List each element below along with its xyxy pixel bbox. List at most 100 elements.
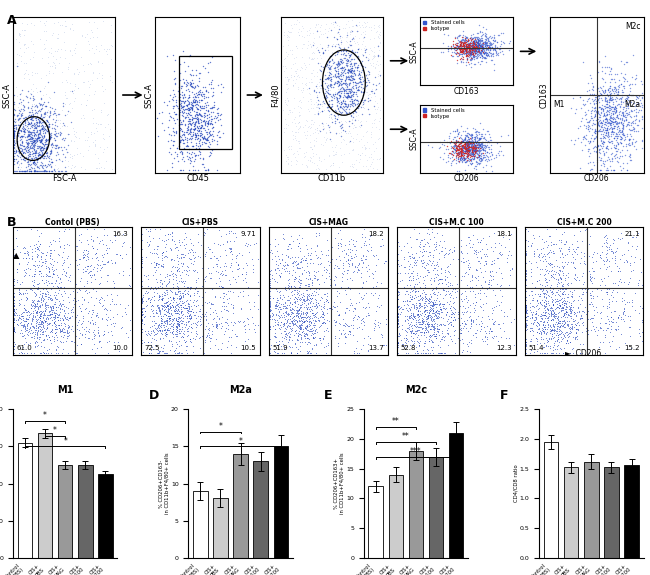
- Point: [423, 323, 434, 332]
- Point: [200, 105, 211, 114]
- Point: [553, 308, 564, 317]
- Point: [165, 286, 176, 295]
- Point: [441, 307, 452, 316]
- Point: [302, 316, 313, 325]
- Point: [15, 136, 25, 145]
- Point: [635, 95, 645, 105]
- Point: [450, 146, 461, 155]
- Point: [480, 41, 490, 51]
- Point: [88, 49, 99, 58]
- Point: [606, 325, 616, 334]
- Point: [599, 137, 610, 147]
- Point: [245, 240, 255, 249]
- Point: [476, 37, 486, 46]
- Point: [335, 78, 345, 87]
- Point: [332, 93, 342, 102]
- Point: [186, 327, 196, 336]
- Point: [446, 320, 456, 329]
- Point: [184, 148, 194, 158]
- Point: [408, 334, 418, 343]
- Point: [473, 147, 483, 156]
- Point: [40, 109, 51, 118]
- Point: [170, 109, 181, 118]
- Point: [306, 115, 316, 124]
- Point: [299, 265, 309, 274]
- Point: [303, 334, 313, 343]
- Point: [452, 147, 463, 156]
- Point: [437, 301, 448, 310]
- Point: [476, 43, 487, 52]
- Point: [9, 349, 20, 358]
- Point: [353, 71, 363, 80]
- Point: [201, 127, 211, 136]
- Point: [525, 305, 535, 315]
- Point: [551, 284, 561, 293]
- Point: [456, 140, 466, 150]
- Point: [346, 92, 356, 101]
- Point: [302, 295, 312, 304]
- Point: [615, 274, 625, 283]
- Point: [479, 48, 489, 58]
- Point: [309, 328, 320, 338]
- Point: [18, 148, 28, 157]
- Point: [585, 290, 595, 300]
- Point: [207, 120, 218, 129]
- Point: [292, 252, 303, 262]
- Point: [113, 337, 124, 346]
- Point: [405, 271, 415, 281]
- Point: [565, 306, 575, 315]
- Point: [629, 74, 640, 83]
- Point: [293, 323, 304, 332]
- Point: [25, 133, 35, 142]
- Point: [281, 263, 291, 273]
- Point: [287, 304, 297, 313]
- Point: [198, 133, 209, 143]
- Point: [83, 269, 93, 278]
- Point: [40, 307, 51, 316]
- Point: [538, 320, 548, 329]
- Point: [190, 130, 201, 139]
- Point: [594, 120, 604, 129]
- Point: [534, 339, 545, 348]
- Point: [605, 81, 616, 90]
- Point: [453, 154, 463, 163]
- Point: [451, 144, 462, 153]
- Point: [475, 33, 486, 43]
- Point: [454, 282, 464, 291]
- Point: [278, 300, 289, 309]
- Point: [457, 41, 467, 51]
- Point: [142, 281, 153, 290]
- Point: [296, 257, 307, 266]
- Point: [303, 295, 313, 304]
- Point: [39, 132, 49, 141]
- Point: [577, 349, 587, 358]
- Point: [609, 133, 619, 142]
- Point: [45, 336, 55, 345]
- Point: [298, 24, 308, 33]
- Point: [272, 345, 283, 354]
- Point: [185, 255, 195, 264]
- Point: [35, 322, 46, 331]
- Point: [200, 338, 211, 347]
- Point: [111, 250, 122, 259]
- Point: [575, 259, 585, 268]
- Point: [336, 120, 346, 129]
- Point: [162, 293, 173, 302]
- Point: [20, 327, 30, 336]
- Point: [459, 44, 469, 53]
- Point: [21, 321, 32, 331]
- Point: [471, 144, 481, 153]
- Point: [12, 167, 22, 176]
- Point: [481, 142, 491, 151]
- Point: [468, 139, 478, 148]
- Point: [476, 134, 486, 143]
- Point: [82, 276, 92, 285]
- Point: [340, 23, 350, 32]
- Point: [176, 111, 187, 120]
- Point: [580, 302, 590, 312]
- Point: [608, 102, 618, 112]
- Point: [625, 312, 636, 321]
- Point: [495, 323, 506, 332]
- Point: [450, 126, 460, 136]
- Point: [207, 321, 218, 331]
